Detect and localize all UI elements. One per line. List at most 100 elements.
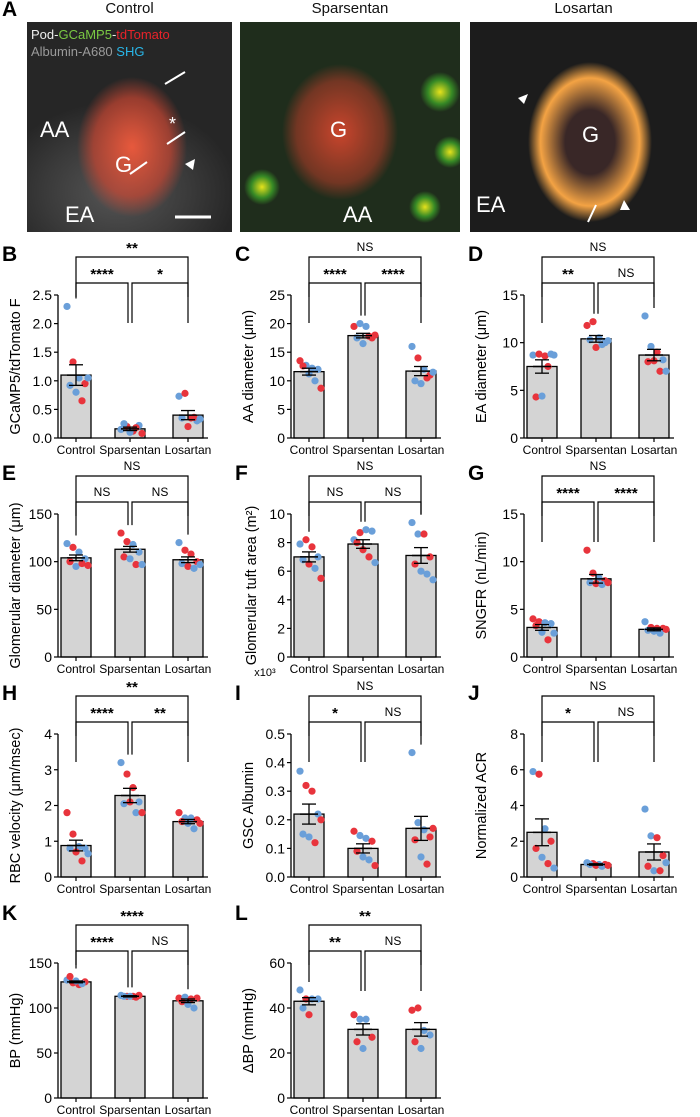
significance-label: NS [590,240,607,254]
x-tick-label: Control [523,882,562,896]
x-tick-label: Sparsentan [332,443,393,457]
data-point [408,1006,416,1014]
data-point [66,972,74,981]
data-point [132,560,140,569]
panel-label-a: A [2,0,18,21]
y-tick-label: 2.5 [33,287,53,303]
panel-label: J [468,682,480,705]
data-point [641,805,649,813]
bracket-sparsentan-losartan [131,721,189,762]
data-point [356,1015,364,1023]
y-tick-label: 5 [510,601,518,617]
y-tick-label: 4 [277,592,285,608]
significance-label: **** [323,266,347,283]
data-point [196,560,204,569]
x-tick-label: Losartan [398,1103,445,1117]
bracket-control-losartan [541,475,655,516]
y-axis-label: EA diameter (μm) [474,310,490,423]
y-tick-label: 0 [277,1090,285,1106]
significance-label: NS [618,266,635,280]
significance-label: NS [385,705,402,719]
data-point [429,824,437,832]
significance-label: **** [90,934,114,951]
data-point [535,770,543,778]
data-point [129,784,137,792]
data-point [362,834,370,842]
bar-losartan [172,820,204,878]
y-tick-label: 4 [44,726,52,742]
data-point [647,832,655,840]
label-g: G [582,122,600,147]
significance-label: * [157,266,163,283]
x-tick-label: Losartan [165,1103,212,1117]
data-point [426,553,434,561]
x-axis-multiplier: x10³ [254,667,276,679]
bracket-control-losartan [75,475,189,516]
y-tick-label: 100 [29,554,53,570]
bar-sparsentan [114,794,146,878]
data-point [583,546,591,554]
data-point [532,844,540,852]
chart-f: F 0 2 4 6 8 10 Control Sparsentan Losartan x10³Glo… [235,459,444,679]
arrowhead-icon [518,94,528,104]
x-tick-label: Losartan [631,882,678,896]
x-tick-label: Sparsentan [99,443,160,457]
y-tick-label: 8 [510,726,518,742]
data-point [72,562,80,571]
legend-pod: Pod- [31,27,59,42]
significance-label: ** [126,240,138,257]
significance-label: NS [124,459,141,473]
data-point [69,830,77,838]
significance-label: NS [590,459,607,473]
data-point [120,800,128,808]
data-point [411,1038,419,1046]
data-point [656,367,664,375]
data-point [414,819,422,827]
x-tick-label: Sparsentan [332,1103,393,1117]
data-point [299,1004,307,1012]
x-tick-label: Control [523,662,562,676]
data-point [66,558,74,566]
data-point [72,848,80,856]
data-point [541,352,549,360]
data-point [75,374,83,382]
chart-b: B 0.0 0.5 1.0 1.5 2.0 2.5 Control Sparsentan Losa… [2,240,211,457]
significance-label: ** [329,934,341,951]
data-point [311,564,319,572]
data-point [78,397,86,405]
data-point [411,560,419,568]
y-tick-label: 0 [44,869,52,885]
data-point [75,548,83,556]
data-point [408,748,416,757]
data-point [538,392,546,400]
data-point [589,318,597,326]
y-tick-label: 1.5 [33,344,53,360]
bracket-sparsentan-losartan [131,950,189,990]
data-point [175,392,183,400]
data-point [592,343,600,352]
data-point [429,368,437,376]
bar-control [526,365,558,439]
data-point [656,867,664,875]
data-point [181,389,189,397]
data-point [429,576,437,584]
data-point [196,819,204,827]
data-point [117,759,125,767]
data-point [368,837,376,845]
x-tick-label: Control [57,662,96,676]
data-point [193,994,201,1002]
data-point [532,393,540,401]
bracket-control-sparsentan [75,721,129,762]
data-point [417,380,425,388]
significance-label: NS [94,485,111,499]
y-tick-label: 15 [502,506,518,522]
data-point [423,860,431,868]
arrow-icon [164,71,186,85]
data-point [529,767,537,776]
y-tick-label: 0 [510,430,518,446]
data-point [411,377,419,385]
data-point [63,539,71,548]
data-point [529,351,537,359]
data-point [187,550,195,558]
significance-label: NS [357,679,374,693]
